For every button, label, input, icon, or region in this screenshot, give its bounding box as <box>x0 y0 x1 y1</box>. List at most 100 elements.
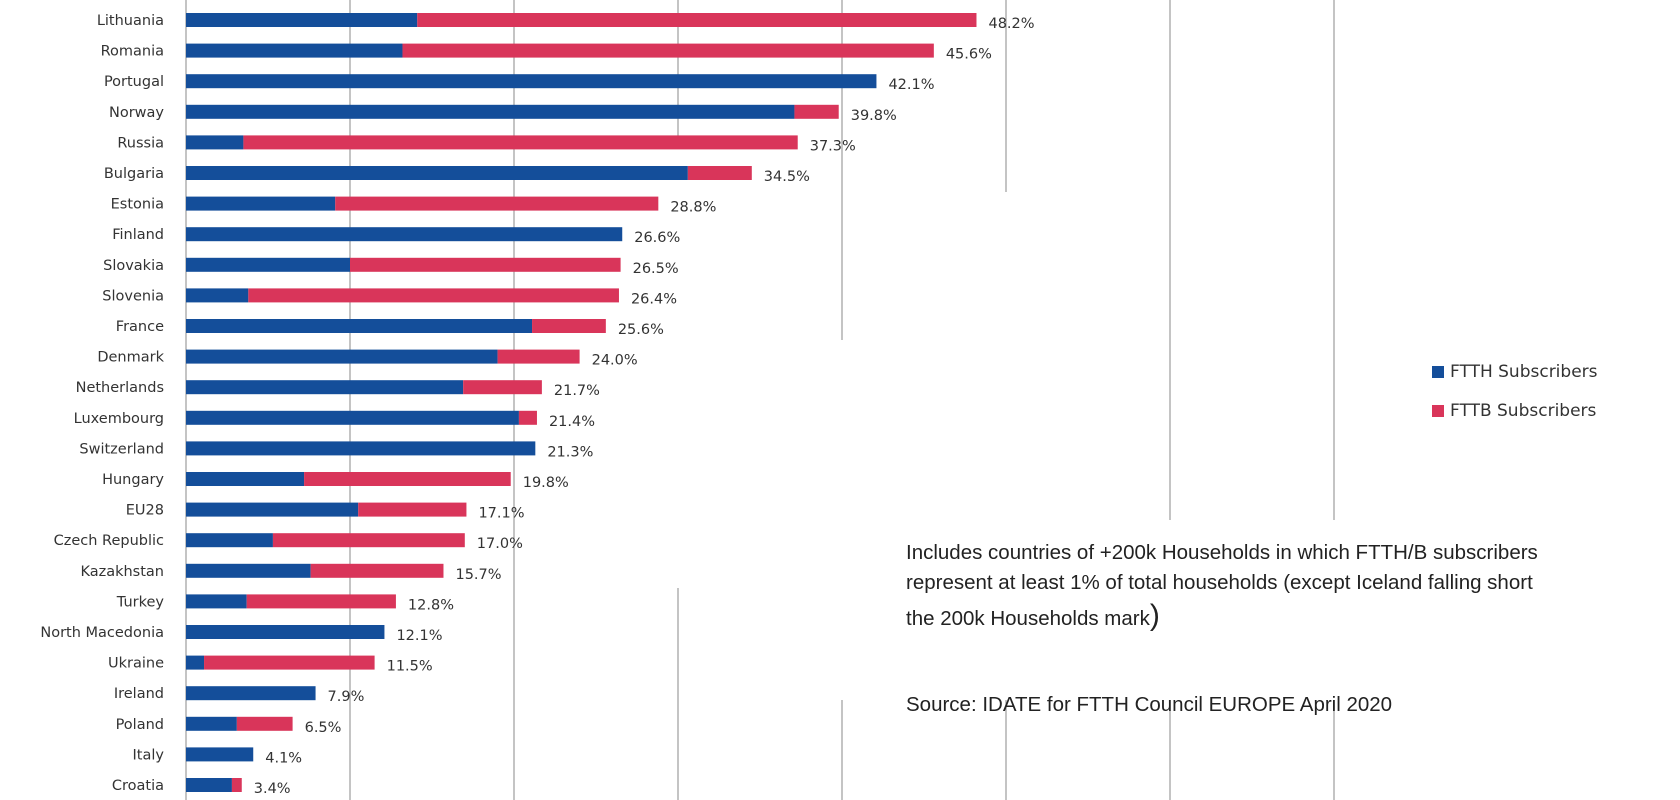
category-label-poland: Poland <box>116 717 164 733</box>
bar-ftth-denmark <box>186 349 498 364</box>
bar-ftth-finland <box>186 227 623 242</box>
footnote-close-paren: ) <box>1149 599 1160 632</box>
category-label-france: France <box>116 319 164 335</box>
legend-item-ftth: FTTH Subscribers <box>1432 362 1598 382</box>
data-label-switzerland: 21.3% <box>547 444 593 460</box>
data-label-north-macedonia: 12.1% <box>396 628 442 644</box>
bar-ftth-estonia <box>186 196 336 211</box>
data-label-ukraine: 11.5% <box>387 659 433 675</box>
category-label-russia: Russia <box>117 135 164 151</box>
data-label-czech-republic: 17.0% <box>477 536 523 552</box>
footnote: Includes countries of +200k Households i… <box>906 538 1538 634</box>
bar-ftth-russia <box>186 135 244 150</box>
bar-fttb-hungary <box>304 472 511 486</box>
bar-fttb-croatia <box>231 778 242 792</box>
data-label-norway: 39.8% <box>851 108 897 124</box>
data-label-italy: 4.1% <box>265 750 302 766</box>
bar-ftth-slovenia <box>186 288 249 303</box>
data-label-slovenia: 26.4% <box>631 291 677 307</box>
category-label-czech-republic: Czech Republic <box>54 533 164 549</box>
category-label-norway: Norway <box>109 105 164 121</box>
category-label-kazakhstan: Kazakhstan <box>80 564 164 580</box>
data-label-turkey: 12.8% <box>408 597 454 613</box>
bar-fttb-slovakia <box>350 257 621 272</box>
bar-fttb-slovenia <box>248 288 619 303</box>
data-label-finland: 26.6% <box>634 230 680 246</box>
bar-ftth-france <box>186 319 533 333</box>
data-label-netherlands: 21.7% <box>554 383 600 399</box>
category-label-turkey: Turkey <box>116 594 165 610</box>
bar-ftth-turkey <box>186 594 247 609</box>
bar-fttb-denmark <box>497 349 580 364</box>
category-label-ireland: Ireland <box>114 686 164 702</box>
legend-label-ftth: FTTH Subscribers <box>1450 362 1598 382</box>
bar-ftth-portugal <box>186 74 877 89</box>
bar-fttb-eu28 <box>358 502 467 517</box>
data-label-kazakhstan: 15.7% <box>455 567 501 583</box>
data-label-portugal: 42.1% <box>888 77 934 93</box>
category-label-croatia: Croatia <box>112 778 164 794</box>
data-label-russia: 37.3% <box>810 138 856 154</box>
category-label-ukraine: Ukraine <box>108 656 164 672</box>
bar-ftth-czech-republic <box>186 533 273 548</box>
footnote-line-3: the 200k Households mark) <box>906 601 1538 634</box>
bar-ftth-slovakia <box>186 257 350 272</box>
data-label-france: 25.6% <box>618 322 664 338</box>
data-label-poland: 6.5% <box>305 720 342 736</box>
category-label-portugal: Portugal <box>104 74 164 90</box>
bar-ftth-bulgaria <box>186 166 688 180</box>
bar-fttb-kazakhstan <box>310 563 444 578</box>
source-note: Source: IDATE for FTTH Council EUROPE Ap… <box>906 693 1393 716</box>
category-label-denmark: Denmark <box>97 350 164 366</box>
legend-label-fttb: FTTB Subscribers <box>1450 401 1597 421</box>
legend-swatch-ftth <box>1432 366 1444 378</box>
data-label-ireland: 7.9% <box>328 689 365 705</box>
bar-ftth-switzerland <box>186 441 536 456</box>
category-label-north-macedonia: North Macedonia <box>40 625 164 641</box>
bar-ftth-eu28 <box>186 502 359 517</box>
legend-item-fttb: FTTB Subscribers <box>1432 401 1596 421</box>
bar-fttb-czech-republic <box>272 533 465 548</box>
data-label-romania: 45.6% <box>946 47 992 63</box>
bar-ftth-hungary <box>186 472 305 486</box>
category-label-hungary: Hungary <box>102 472 164 488</box>
bar-ftth-luxembourg <box>186 410 519 425</box>
bar-fttb-lithuania <box>417 13 977 27</box>
data-label-croatia: 3.4% <box>254 781 291 797</box>
footnote-line-3-text: the 200k Households mark <box>906 607 1150 630</box>
category-label-finland: Finland <box>112 227 164 243</box>
bar-ftth-ireland <box>186 686 316 701</box>
data-label-eu28: 17.1% <box>478 506 524 522</box>
bar-fttb-poland <box>236 716 293 731</box>
bar-fttb-bulgaria <box>687 166 752 180</box>
category-label-lithuania: Lithuania <box>97 13 164 29</box>
data-label-denmark: 24.0% <box>592 353 638 369</box>
bar-fttb-estonia <box>335 196 659 211</box>
bar-ftth-lithuania <box>186 13 418 27</box>
bar-fttb-netherlands <box>463 380 542 395</box>
bar-ftth-netherlands <box>186 380 464 395</box>
category-label-eu28: EU28 <box>126 503 164 519</box>
bar-fttb-romania <box>402 43 934 58</box>
bar-ftth-kazakhstan <box>186 563 311 578</box>
footnote-line-1: Includes countries of +200k Households i… <box>906 541 1538 564</box>
bar-fttb-norway <box>794 104 839 119</box>
category-label-luxembourg: Luxembourg <box>74 411 164 427</box>
bar-fttb-luxembourg <box>518 410 537 425</box>
bar-ftth-italy <box>186 747 254 762</box>
category-label-netherlands: Netherlands <box>76 380 164 396</box>
data-label-bulgaria: 34.5% <box>764 169 810 185</box>
data-label-estonia: 28.8% <box>670 200 716 216</box>
data-label-hungary: 19.8% <box>523 475 569 491</box>
data-label-luxembourg: 21.4% <box>549 414 595 430</box>
legend-swatch-fttb <box>1432 405 1444 417</box>
bar-fttb-turkey <box>246 594 396 609</box>
data-label-slovakia: 26.5% <box>633 261 679 277</box>
category-label-romania: Romania <box>101 44 164 60</box>
category-label-slovakia: Slovakia <box>103 258 164 274</box>
bar-ftth-ukraine <box>186 655 205 670</box>
bar-ftth-poland <box>186 716 237 731</box>
bar-ftth-north-macedonia <box>186 625 385 639</box>
bar-fttb-france <box>532 319 606 333</box>
